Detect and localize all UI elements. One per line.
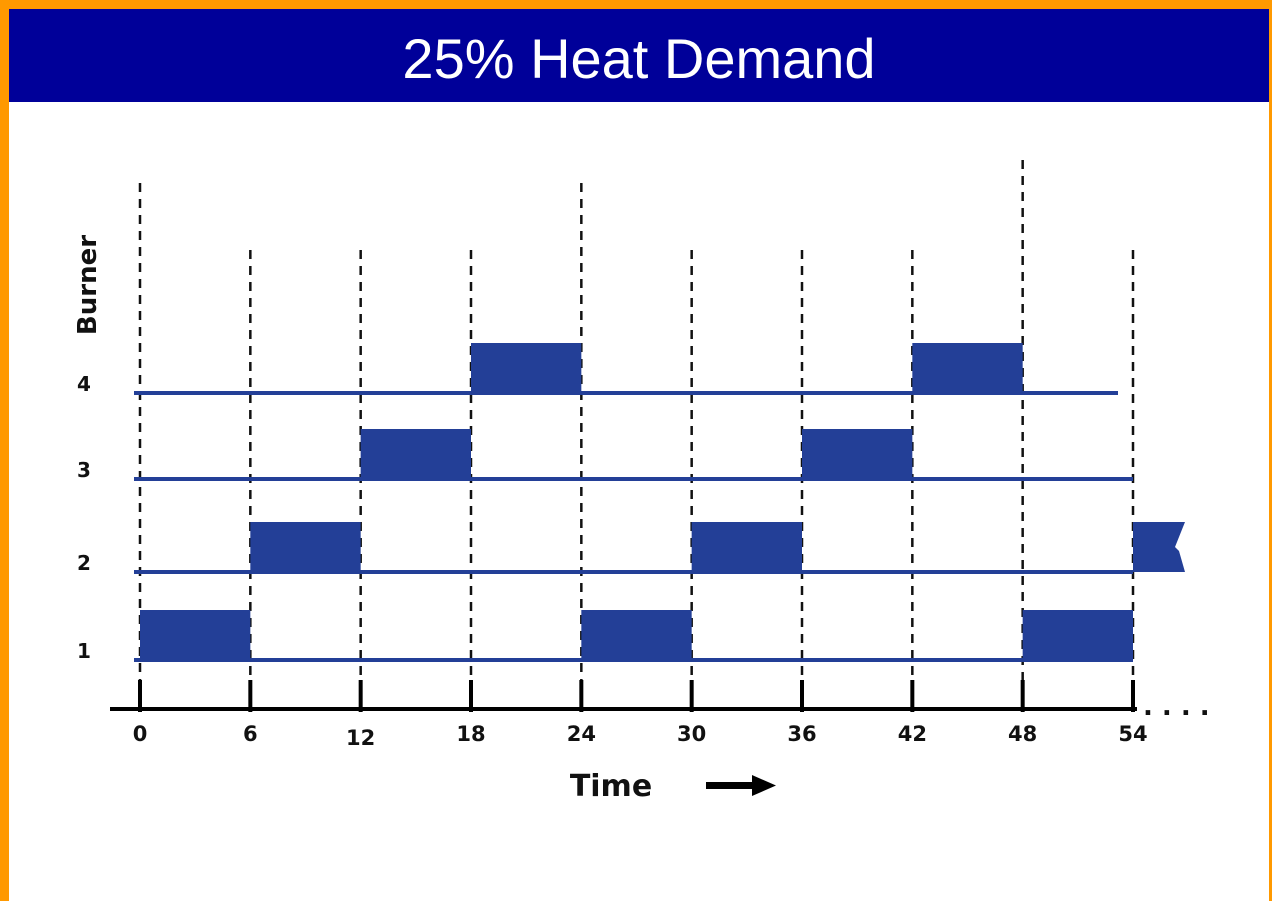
y-axis-label: Burner	[73, 235, 103, 335]
x-tick-label-42: 42	[898, 722, 927, 746]
x-tick-label-48: 48	[1008, 722, 1037, 746]
bar-burner-3-t36	[802, 429, 913, 479]
bar-burner-2-t6	[250, 522, 361, 572]
burner-tick-labels: 1 2 3 4	[77, 372, 91, 663]
y-tick-label-2: 2	[77, 551, 91, 575]
x-tick-label-12: 12	[346, 726, 375, 750]
bar-burner-2-t54	[1133, 522, 1185, 572]
burner-on-bars	[140, 343, 1185, 660]
bar-burner-1-t24	[581, 610, 692, 660]
title-bar: 25% Heat Demand	[9, 9, 1269, 102]
time-tick-labels: 0 6 12 18 24 30 36 42 48 54	[133, 722, 1148, 750]
x-tick-label-6: 6	[243, 722, 258, 746]
y-tick-label-3: 3	[77, 458, 91, 482]
bar-burner-2-t30	[691, 522, 802, 572]
bar-burner-3-t12	[360, 429, 471, 479]
y-tick-label-4: 4	[77, 372, 91, 396]
x-tick-label-0: 0	[133, 722, 148, 746]
x-axis-label: Time	[570, 769, 652, 804]
x-tick-label-24: 24	[567, 722, 596, 746]
x-tick-label-18: 18	[456, 722, 485, 746]
x-tick-label-54: 54	[1118, 722, 1147, 746]
bar-burner-4-t42	[912, 343, 1023, 393]
bar-burner-4-t18	[471, 343, 582, 393]
slide-title: 25% Heat Demand	[402, 26, 876, 90]
bar-burner-1-t0	[140, 610, 251, 660]
x-tick-label-36: 36	[787, 722, 816, 746]
x-tick-label-30: 30	[677, 722, 706, 746]
time-arrow-icon	[706, 775, 776, 796]
y-tick-label-1: 1	[77, 639, 91, 663]
time-axis	[110, 680, 1137, 712]
bar-burner-1-t48	[1022, 610, 1133, 660]
continuation-dots: . . . .	[1143, 692, 1210, 722]
